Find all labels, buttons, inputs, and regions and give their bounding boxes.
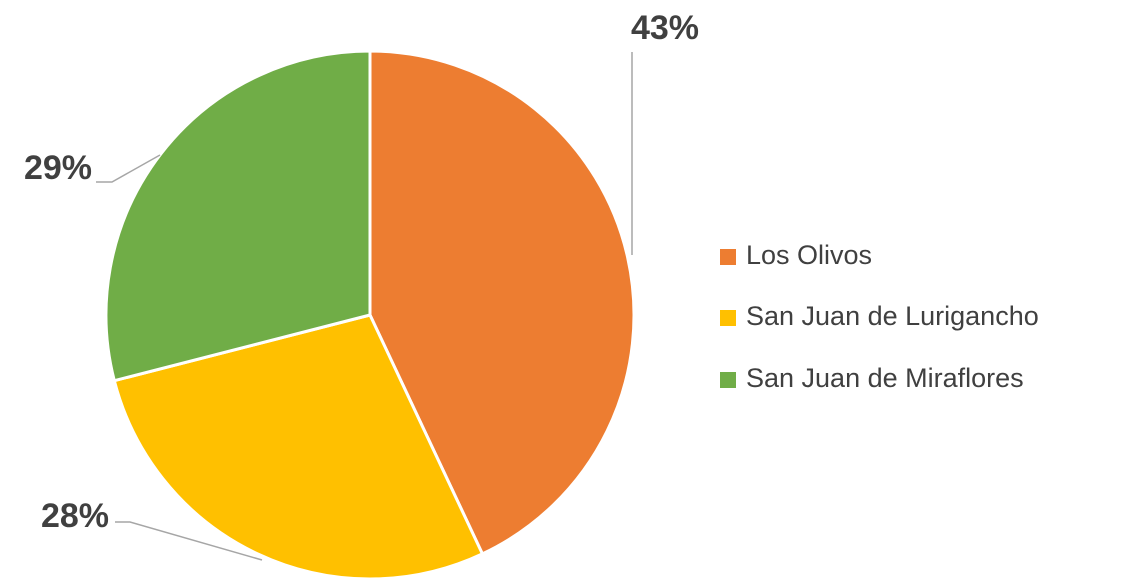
legend-swatch (720, 372, 736, 388)
legend-label: San Juan de Lurigancho (746, 301, 1039, 331)
data-label: 43% (631, 9, 699, 47)
data-label: 28% (41, 497, 109, 535)
legend-swatch (720, 310, 736, 326)
data-label: 29% (24, 149, 92, 187)
legend-label: Los Olivos (746, 240, 872, 270)
leader-line (115, 521, 263, 561)
pie-slice (112, 313, 485, 579)
legend-label: San Juan de Miraflores (746, 363, 1024, 393)
legend-swatch (720, 249, 736, 265)
pie-slice (368, 49, 636, 556)
leader-line (96, 154, 161, 183)
pie-slice (104, 49, 372, 383)
